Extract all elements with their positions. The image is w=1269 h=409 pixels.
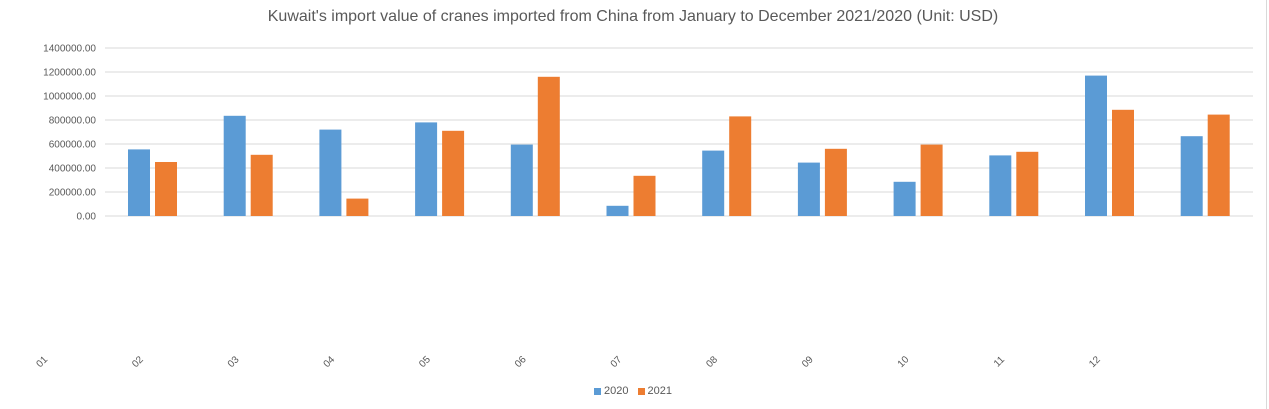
- bar-2021-03: [346, 198, 369, 216]
- y-tick-label: 600000.00: [49, 140, 97, 151]
- bar-2021-10: [1016, 151, 1039, 216]
- y-tick-label: 1000000.00: [43, 92, 96, 103]
- bar-2020-04: [415, 122, 438, 216]
- bar-2020-06: [606, 205, 629, 216]
- bar-2020-01: [128, 149, 150, 216]
- bar-2021-02: [250, 154, 273, 216]
- y-tick-label: 1200000.00: [43, 68, 96, 79]
- x-tick-label: 08: [704, 354, 720, 370]
- bar-2021-12: [1207, 114, 1230, 216]
- bar-2020-12: [1180, 136, 1203, 216]
- x-tick-label: 05: [417, 354, 433, 370]
- bar-2020-11: [1085, 75, 1107, 216]
- x-tick-label: 04: [322, 354, 338, 370]
- legend-item-2020: 2020: [593, 385, 629, 397]
- bar-2021-01: [155, 162, 177, 216]
- x-tick-label: 02: [130, 354, 146, 370]
- y-tick-label: 400000.00: [49, 164, 97, 175]
- bar-2020-02: [223, 115, 246, 216]
- x-tick-label: 06: [513, 354, 529, 370]
- legend-swatch-2020: [593, 387, 601, 395]
- x-tick-label: 09: [800, 354, 816, 370]
- gridlines: [105, 47, 1253, 217]
- bars: [128, 75, 1230, 216]
- bar-2021-05: [537, 76, 560, 216]
- bar-2020-10: [989, 155, 1012, 216]
- bar-2021-04: [442, 130, 465, 216]
- x-tick-label: 11: [992, 354, 1007, 369]
- bar-2020-08: [797, 162, 820, 216]
- legend-label-2020: 2020: [603, 385, 629, 397]
- chart-title: Kuwait's import value of cranes imported…: [267, 8, 999, 25]
- legend-swatch-2021: [637, 387, 645, 395]
- legend-label-2021: 2021: [647, 385, 673, 397]
- bar-2020-09: [893, 181, 916, 216]
- y-tick-label: 200000.00: [49, 188, 97, 199]
- y-tick-label: 0.00: [77, 212, 97, 223]
- bar-2020-03: [319, 129, 342, 216]
- x-tick-label: 07: [609, 354, 625, 370]
- bar-2021-07: [729, 116, 752, 216]
- y-axis-ticks: 0.00 200000.00 400000.00 600000.00 800000.00…: [43, 44, 96, 223]
- bar-2020-07: [702, 150, 725, 216]
- bar-2021-06: [633, 175, 656, 216]
- x-tick-label: 10: [896, 354, 912, 370]
- x-tick-label: 12: [1087, 354, 1103, 370]
- x-tick-label: 03: [226, 354, 242, 370]
- bar-2021-11: [1112, 109, 1134, 216]
- bar-2021-09: [920, 144, 943, 216]
- legend: 2020 2021: [0, 385, 1266, 398]
- bar-2020-05: [510, 144, 533, 216]
- chart-border: [1266, 0, 1267, 409]
- bar-2021-08: [824, 148, 847, 216]
- y-tick-label: 1400000.00: [43, 44, 96, 55]
- x-tick-label: 01: [34, 354, 50, 370]
- x-axis-ticks: 01 02 03 04 05 06 07 08 09 10 11 12: [34, 354, 1103, 370]
- y-tick-label: 800000.00: [49, 116, 97, 127]
- legend-item-2021: 2021: [637, 385, 673, 397]
